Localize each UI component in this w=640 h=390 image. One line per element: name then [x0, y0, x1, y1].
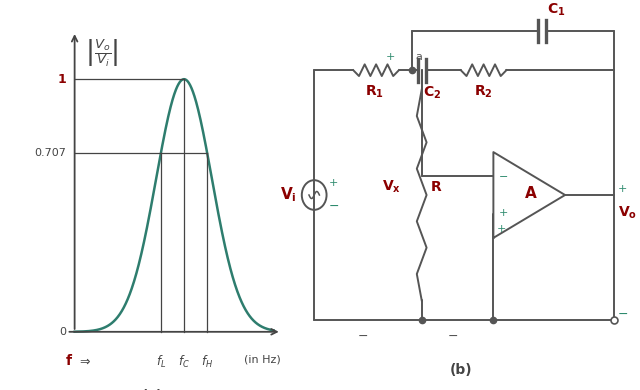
- Text: −: −: [499, 172, 509, 182]
- Text: (b): (b): [449, 363, 472, 378]
- Text: +: +: [618, 184, 627, 194]
- Text: $f_H$: $f_H$: [201, 354, 213, 370]
- Text: f: f: [67, 354, 72, 368]
- Text: 1: 1: [58, 73, 67, 86]
- Text: (a): (a): [142, 389, 163, 390]
- Text: a: a: [415, 51, 422, 62]
- Text: $\mathbf{C_1}$: $\mathbf{C_1}$: [547, 1, 566, 18]
- Text: 0: 0: [60, 327, 67, 337]
- Text: +: +: [499, 208, 509, 218]
- Text: (in Hz): (in Hz): [244, 354, 281, 364]
- Text: $f_L$: $f_L$: [156, 354, 166, 370]
- Text: −: −: [447, 330, 458, 342]
- Text: −: −: [618, 307, 628, 321]
- Text: $\mathbf{V_x}$: $\mathbf{V_x}$: [381, 179, 401, 195]
- Text: −: −: [329, 200, 339, 213]
- Text: $\mathbf{R_1}$: $\mathbf{R_1}$: [365, 84, 384, 100]
- Text: $f_C$: $f_C$: [178, 354, 190, 370]
- Text: $\mathbf{R_2}$: $\mathbf{R_2}$: [474, 84, 493, 100]
- Text: +: +: [497, 224, 506, 234]
- Text: $\left|\dfrac{V_o}{V_i}\right|$: $\left|\dfrac{V_o}{V_i}\right|$: [85, 37, 119, 69]
- Text: $\mathbf{V_i}$: $\mathbf{V_i}$: [280, 186, 296, 204]
- Text: $\Rightarrow$: $\Rightarrow$: [77, 354, 91, 367]
- Text: 0.707: 0.707: [35, 148, 67, 158]
- Text: $\mathbf{C_2}$: $\mathbf{C_2}$: [423, 85, 442, 101]
- Text: $\mathbf{V_o}$: $\mathbf{V_o}$: [618, 205, 637, 221]
- Text: +: +: [329, 178, 338, 188]
- Text: A: A: [525, 186, 537, 200]
- Text: +: +: [386, 51, 396, 62]
- Text: $\mathbf{R}$: $\mathbf{R}$: [430, 180, 442, 194]
- Text: −: −: [358, 330, 368, 342]
